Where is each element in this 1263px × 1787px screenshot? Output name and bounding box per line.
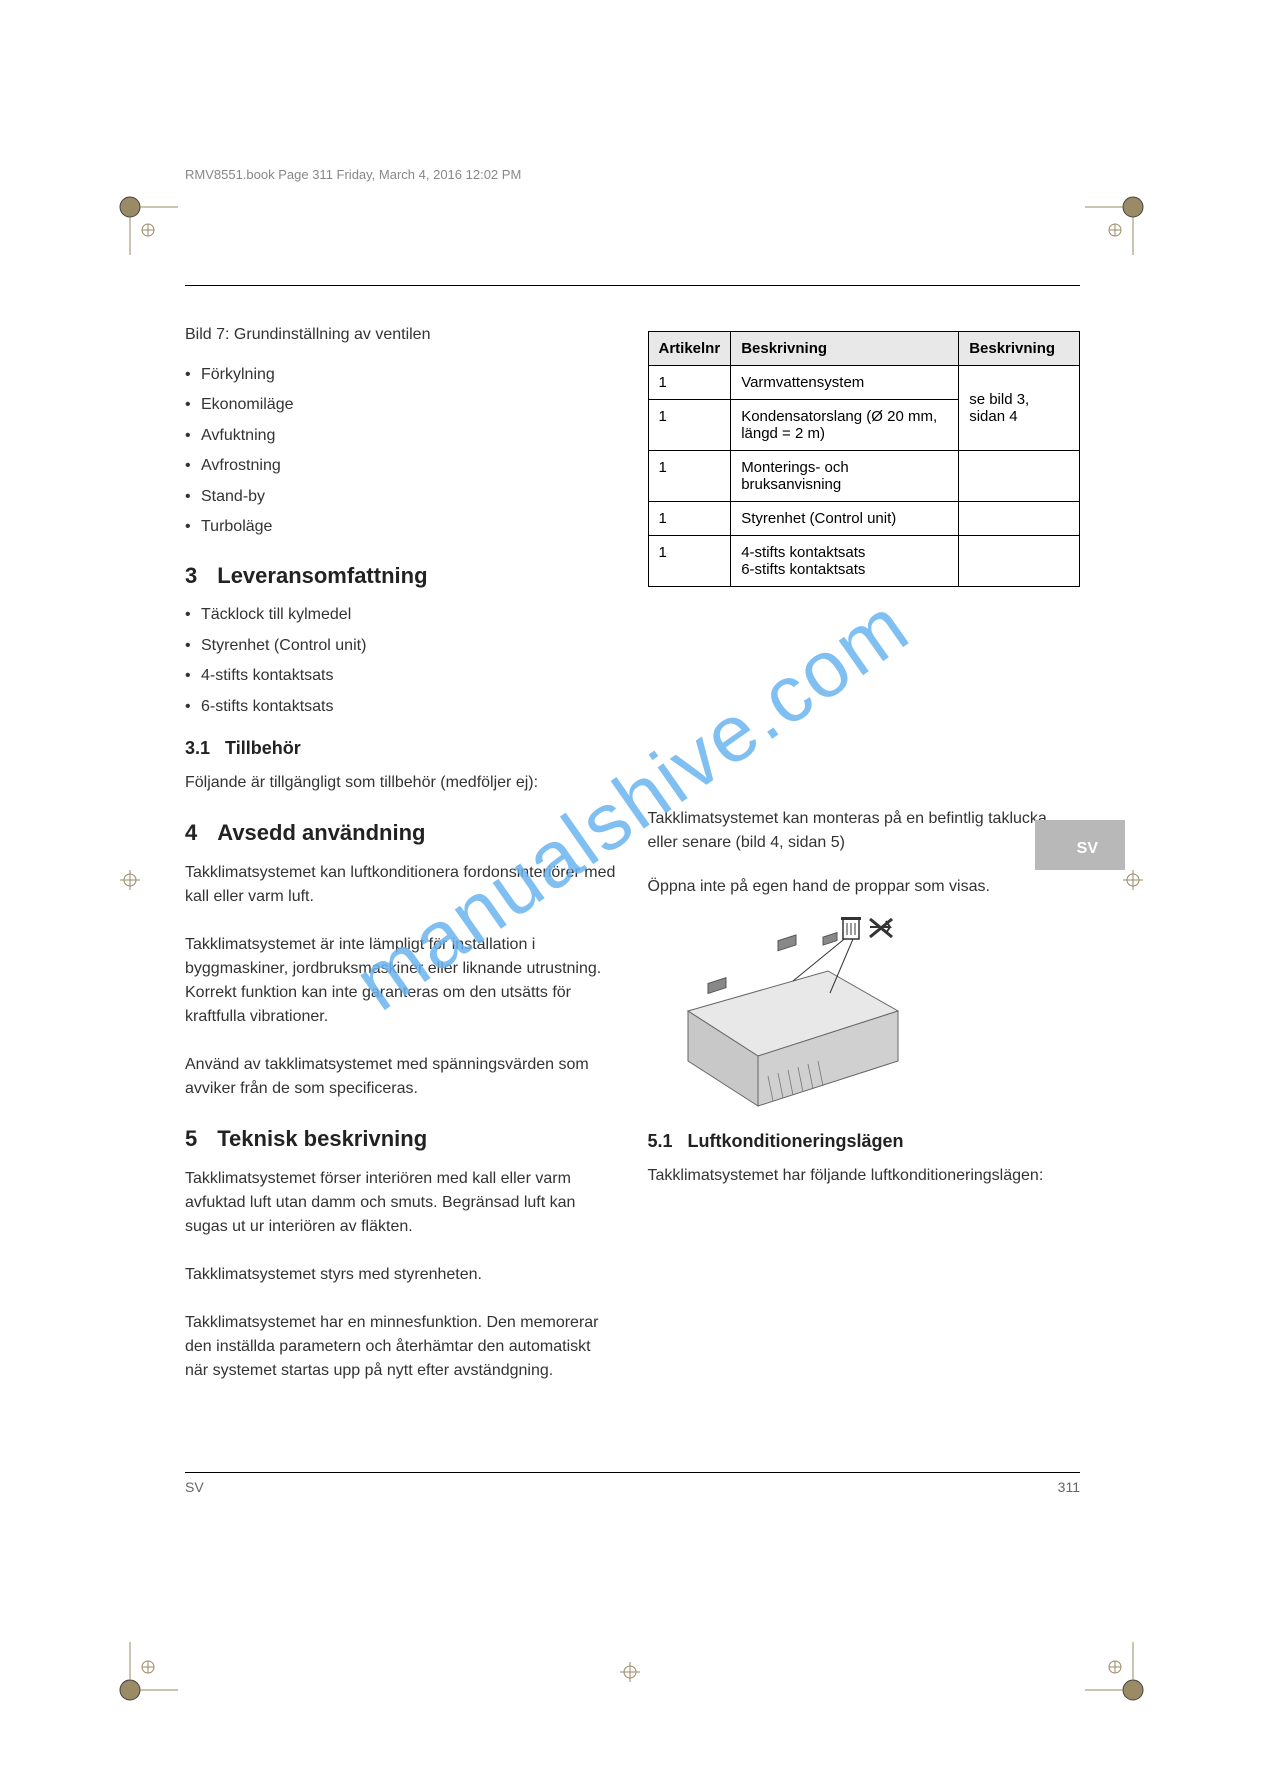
body-text: Takklimatsystemet har följande luftkondi… — [648, 1164, 1081, 1188]
table-header: Beskrivning — [731, 332, 959, 366]
body-text: Takklimatsystemet kan monteras på en bef… — [648, 807, 1081, 855]
list-item: Styrenhet (Control unit) — [201, 635, 366, 657]
caution-text: Öppna inte på egen hand de proppar som v… — [648, 875, 1081, 899]
section-4-heading: 4Avsedd användning — [185, 820, 618, 846]
figure-caption: Bild 7: Grundinställning av ventilen — [185, 326, 618, 344]
list-item: Turboläge — [201, 516, 272, 538]
crop-mark-tr — [1085, 195, 1145, 255]
language-code: SV — [1077, 840, 1098, 858]
section-5-heading: 5Teknisk beskrivning — [185, 1126, 618, 1152]
book-reference: RMV8551.book Page 311 Friday, March 4, 2… — [185, 167, 521, 182]
body-text: Takklimatsystemet förser interiören med … — [185, 1167, 618, 1383]
list-item: Täcklock till kylmedel — [201, 604, 351, 626]
subsection-3-1-heading: 3.1Tillbehör — [185, 738, 618, 759]
list-item: Stand-by — [201, 486, 265, 508]
body-text: Följande är tillgängligt som tillbehör (… — [185, 771, 618, 795]
footer-lang: SV — [185, 1479, 204, 1495]
page-content: RMV8551.book Page 311 Friday, March 4, 2… — [185, 285, 1080, 1495]
table-header: Artikelnr — [648, 332, 731, 366]
section-3-heading: 3Leveransomfattning — [185, 563, 618, 589]
table-row: 1 4-stifts kontaktsats 6-stifts kontakts… — [648, 536, 1080, 587]
body-text: Takklimatsystemet kan luftkonditionera f… — [185, 861, 618, 1101]
table-row: 1 Monterings- och bruksanvisning — [648, 451, 1080, 502]
device-illustration — [648, 911, 928, 1121]
list-item: Förkylning — [201, 364, 275, 386]
crop-mark-br — [1085, 1642, 1145, 1702]
crop-mark-bl — [118, 1642, 178, 1702]
table-row: 1 Varmvattensystem se bild 3, sidan 4 — [648, 366, 1080, 400]
list-item: 4-stifts kontaktsats — [201, 665, 334, 687]
table-row: 1 Styrenhet (Control unit) — [648, 502, 1080, 536]
crop-mark-bc — [600, 1642, 660, 1702]
crop-mark-tl — [118, 195, 178, 255]
delivery-scope-table: Artikelnr Beskrivning Beskrivning 1 Varm… — [648, 331, 1081, 587]
list-item: 6-stifts kontaktsats — [201, 696, 334, 718]
list-item: Ekonomiläge — [201, 394, 294, 416]
table-header: Beskrivning — [959, 332, 1080, 366]
header-rule — [185, 285, 1080, 286]
page-footer: SV 311 — [185, 1472, 1080, 1495]
list-item: Avfrostning — [201, 455, 281, 477]
crop-mark-ml — [100, 850, 160, 910]
list-item: Avfuktning — [201, 425, 275, 447]
subsection-5-1-heading: 5.1Luftkonditioneringslägen — [648, 1131, 1081, 1152]
footer-page-number: 311 — [1058, 1479, 1080, 1495]
